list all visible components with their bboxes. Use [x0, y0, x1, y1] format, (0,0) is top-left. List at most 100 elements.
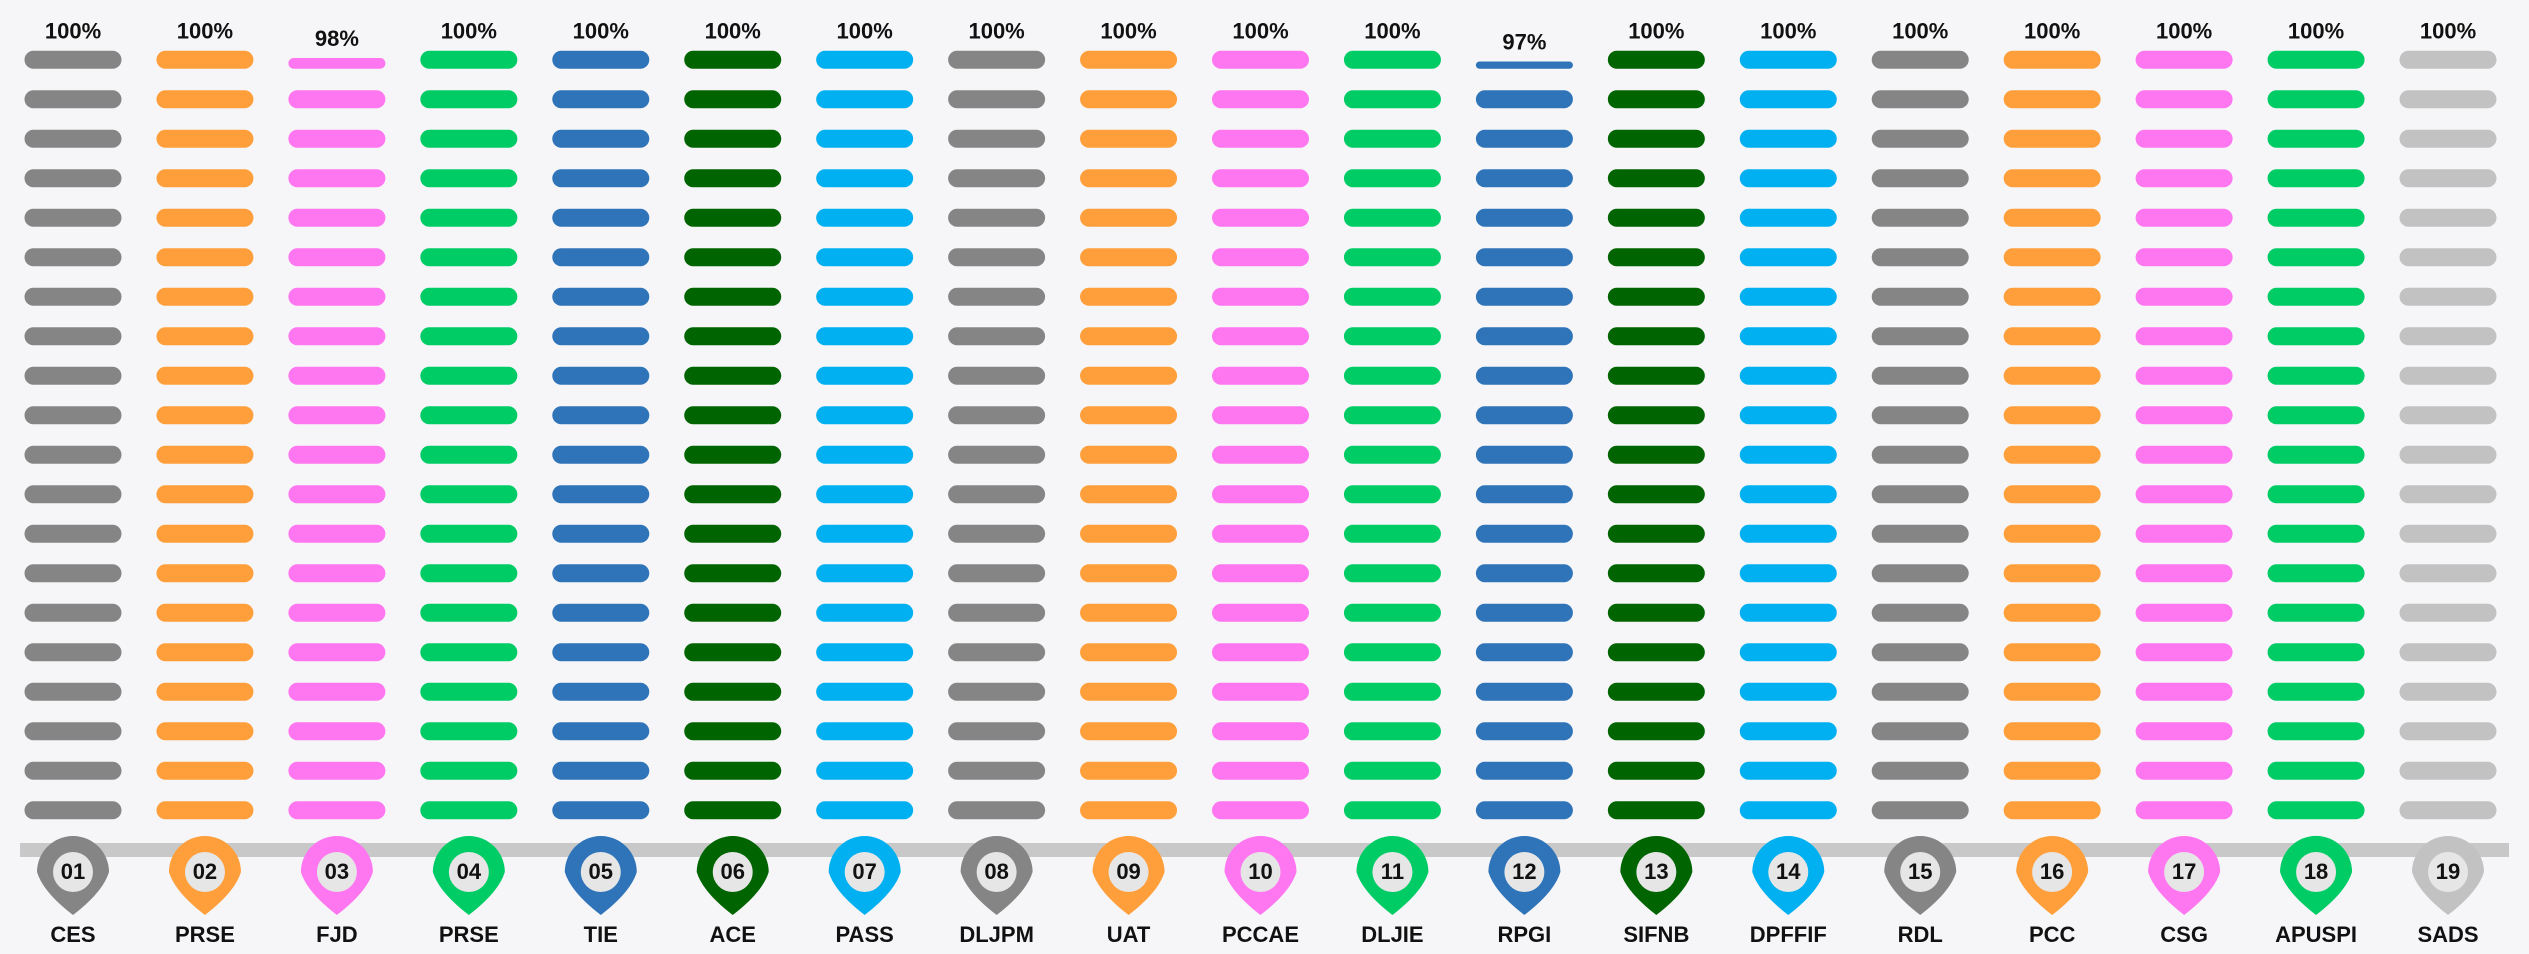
pill [288, 761, 386, 780]
pill [156, 524, 254, 543]
pill [156, 406, 254, 425]
pill [948, 445, 1046, 464]
pill [948, 129, 1046, 148]
pill [1475, 366, 1573, 385]
pill [156, 603, 254, 622]
pill [2267, 485, 2365, 504]
pill [948, 682, 1046, 701]
pill [816, 50, 914, 69]
pill [2267, 603, 2365, 622]
value-label: 100% [1232, 19, 1288, 44]
pill [156, 445, 254, 464]
pill [2003, 445, 2101, 464]
pill [2003, 90, 2101, 109]
pill [288, 682, 386, 701]
pill [1080, 287, 1178, 306]
pill [2135, 761, 2233, 780]
pill [2399, 603, 2497, 622]
pin-code: 17 [2172, 859, 2196, 884]
pill [2399, 682, 2497, 701]
pill [1607, 129, 1705, 148]
pill [1607, 327, 1705, 346]
pill [1080, 485, 1178, 504]
pill [2267, 524, 2365, 543]
pill [2399, 50, 2497, 69]
pill [1212, 722, 1309, 741]
pin-code: 09 [1116, 859, 1140, 884]
pin-code: 01 [61, 859, 85, 884]
pill [1475, 90, 1573, 109]
pill [1871, 287, 1969, 306]
pill [684, 366, 782, 385]
pill [2267, 406, 2365, 425]
pill [1343, 129, 1441, 148]
pill [2399, 406, 2497, 425]
pill [816, 129, 914, 148]
pill [2003, 643, 2101, 662]
pill [1607, 90, 1705, 109]
pin-code: 13 [1644, 859, 1668, 884]
pill [1080, 682, 1178, 701]
pill [2267, 208, 2365, 227]
category-label: RPGI [1497, 922, 1551, 947]
pill [948, 524, 1046, 543]
category-label: PRSE [439, 922, 499, 947]
pill [420, 643, 518, 662]
pin-center [53, 852, 93, 892]
pill [552, 643, 650, 662]
pill [2135, 90, 2233, 109]
pin-code: 16 [2040, 859, 2064, 884]
pill [684, 564, 782, 583]
pill [948, 50, 1046, 69]
pill [1212, 248, 1309, 267]
pill [1212, 485, 1309, 504]
pill [1212, 564, 1309, 583]
pin-code: 07 [852, 859, 876, 884]
pill [1871, 485, 1969, 504]
pill [1475, 761, 1573, 780]
pill [948, 485, 1046, 504]
pill [1343, 366, 1441, 385]
pill [2003, 406, 2101, 425]
pill [2003, 208, 2101, 227]
pill [288, 524, 386, 543]
pill [1607, 801, 1705, 820]
pill-column [288, 57, 386, 820]
pill [420, 485, 518, 504]
category-label: PCC [2029, 922, 2076, 947]
pin-center [1768, 852, 1809, 892]
pill [948, 327, 1046, 346]
pill [1739, 50, 1837, 69]
pill [1343, 50, 1441, 69]
pill [2267, 643, 2365, 662]
pill [1739, 643, 1837, 662]
pill [816, 603, 914, 622]
pill [1475, 485, 1573, 504]
pin-center [712, 852, 753, 892]
pill [1871, 248, 1969, 267]
pill [1475, 603, 1573, 622]
pill [1212, 50, 1309, 69]
pill [156, 50, 254, 69]
pill [1343, 643, 1441, 662]
pill-column [1739, 50, 1837, 820]
pill [1080, 564, 1178, 583]
pill [1739, 406, 1837, 425]
pin-code: 03 [325, 859, 349, 884]
pill [1607, 169, 1705, 188]
pill [2003, 682, 2101, 701]
pill [1475, 643, 1573, 662]
value-label: 100% [1760, 19, 1816, 44]
category-label: RDL [1898, 922, 1943, 947]
pin-code: 19 [2436, 859, 2460, 884]
value-label: 100% [968, 19, 1024, 44]
value-label: 100% [45, 19, 101, 44]
pill [288, 445, 386, 464]
pill [156, 248, 254, 267]
pill [948, 722, 1046, 741]
pill [684, 208, 782, 227]
pill [1212, 603, 1309, 622]
pill [24, 564, 122, 583]
pill [2399, 761, 2497, 780]
